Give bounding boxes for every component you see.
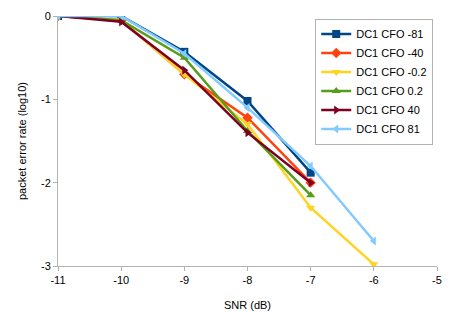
svg-text:-6: -6 <box>369 274 379 286</box>
svg-text:DC1 CFO -40: DC1 CFO -40 <box>356 47 423 59</box>
svg-text:-8: -8 <box>243 274 253 286</box>
svg-text:DC1 CFO 81: DC1 CFO 81 <box>356 123 420 135</box>
svg-text:DC1 CFO 0.2: DC1 CFO 0.2 <box>356 85 423 97</box>
svg-text:DC1 CFO -81: DC1 CFO -81 <box>356 28 423 40</box>
svg-text:DC1 CFO 40: DC1 CFO 40 <box>356 104 420 116</box>
svg-text:SNR (dB): SNR (dB) <box>224 299 271 311</box>
svg-text:-9: -9 <box>179 274 189 286</box>
svg-text:-10: -10 <box>113 274 129 286</box>
svg-text:DC1 CFO -0.2: DC1 CFO -0.2 <box>356 66 426 78</box>
svg-text:-2: -2 <box>41 177 51 189</box>
svg-text:0: 0 <box>45 10 51 22</box>
svg-text:packet error rate (log10): packet error rate (log10) <box>16 82 28 200</box>
svg-text:-5: -5 <box>432 274 442 286</box>
svg-text:-7: -7 <box>306 274 316 286</box>
svg-text:-3: -3 <box>41 260 51 272</box>
svg-text:-11: -11 <box>50 274 65 286</box>
svg-text:-1: -1 <box>41 93 51 105</box>
